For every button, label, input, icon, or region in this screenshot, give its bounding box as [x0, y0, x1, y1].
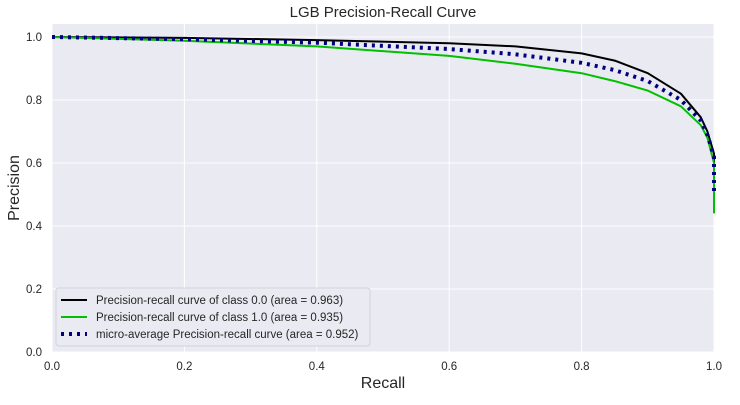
- y-tick-label: 0.8: [26, 95, 42, 107]
- x-tick-label: 0.4: [309, 361, 326, 373]
- x-tick-label: 0.2: [176, 361, 192, 373]
- y-tick-label: 0.2: [26, 284, 42, 296]
- y-tick-label: 0.0: [26, 347, 42, 359]
- series-line-2: [51, 35, 716, 195]
- x-axis-label: Recall: [361, 375, 405, 392]
- x-tick-label: 0.8: [574, 361, 590, 373]
- legend-label-class-0: Precision-recall curve of class 0.0 (are…: [96, 295, 343, 307]
- x-tick-label: 0.0: [44, 361, 60, 373]
- legend: Precision-recall curve of class 0.0 (are…: [55, 287, 371, 347]
- x-tick-label: 0.6: [441, 361, 457, 373]
- chart-title: LGB Precision-Recall Curve: [290, 4, 477, 21]
- y-axis-label: Precision: [6, 155, 23, 221]
- series-line-0: [51, 36, 715, 163]
- legend-label-micro: micro-average Precision-recall curve (ar…: [96, 329, 359, 341]
- y-tick-label: 1.0: [26, 32, 42, 44]
- y-tick-label: 0.6: [26, 158, 42, 170]
- legend-box: [55, 287, 371, 347]
- legend-label-class-1: Precision-recall curve of class 1.0 (are…: [96, 312, 343, 324]
- series-line-1: [51, 36, 715, 214]
- y-tick-label: 0.4: [26, 221, 43, 233]
- x-tick-label: 1.0: [706, 361, 722, 373]
